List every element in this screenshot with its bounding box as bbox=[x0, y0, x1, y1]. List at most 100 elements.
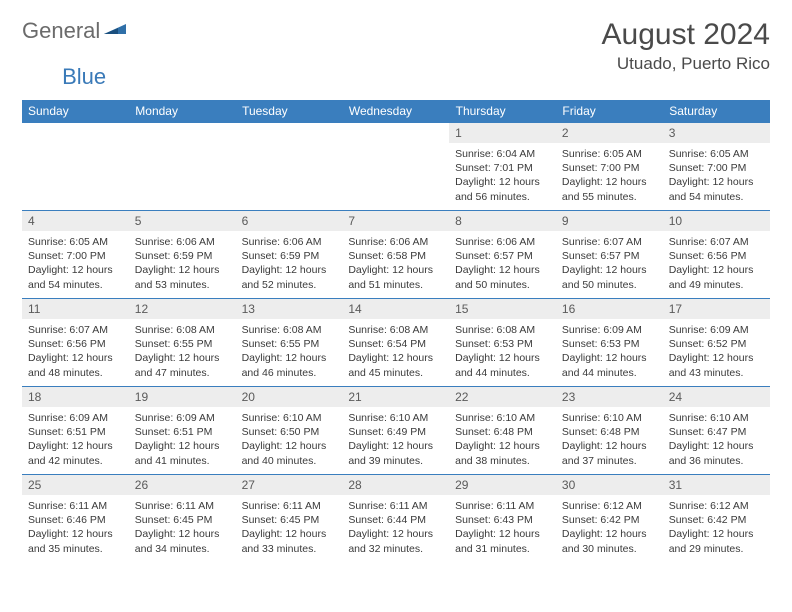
calendar-cell: 17Sunrise: 6:09 AMSunset: 6:52 PMDayligh… bbox=[663, 299, 770, 387]
day-number: 31 bbox=[663, 475, 770, 495]
weekday-header: Monday bbox=[129, 100, 236, 123]
day-number: 23 bbox=[556, 387, 663, 407]
calendar-cell: 2Sunrise: 6:05 AMSunset: 7:00 PMDaylight… bbox=[556, 123, 663, 211]
day-data: Sunrise: 6:11 AMSunset: 6:43 PMDaylight:… bbox=[449, 495, 556, 560]
day-number: 8 bbox=[449, 211, 556, 231]
calendar-cell: 9Sunrise: 6:07 AMSunset: 6:57 PMDaylight… bbox=[556, 211, 663, 299]
calendar-row: 18Sunrise: 6:09 AMSunset: 6:51 PMDayligh… bbox=[22, 387, 770, 475]
logo: General bbox=[22, 18, 128, 44]
calendar-cell: 4Sunrise: 6:05 AMSunset: 7:00 PMDaylight… bbox=[22, 211, 129, 299]
calendar-cell: 7Sunrise: 6:06 AMSunset: 6:58 PMDaylight… bbox=[342, 211, 449, 299]
calendar-row: 1Sunrise: 6:04 AMSunset: 7:01 PMDaylight… bbox=[22, 123, 770, 211]
day-number: 2 bbox=[556, 123, 663, 143]
day-data: Sunrise: 6:08 AMSunset: 6:54 PMDaylight:… bbox=[342, 319, 449, 384]
day-number: 29 bbox=[449, 475, 556, 495]
calendar-cell: 1Sunrise: 6:04 AMSunset: 7:01 PMDaylight… bbox=[449, 123, 556, 211]
day-number: 27 bbox=[236, 475, 343, 495]
logo-text-general: General bbox=[22, 18, 100, 44]
calendar-cell: 27Sunrise: 6:11 AMSunset: 6:45 PMDayligh… bbox=[236, 475, 343, 563]
flag-icon bbox=[104, 20, 126, 43]
day-number: 22 bbox=[449, 387, 556, 407]
day-number: 13 bbox=[236, 299, 343, 319]
calendar-cell bbox=[236, 123, 343, 211]
calendar-row: 11Sunrise: 6:07 AMSunset: 6:56 PMDayligh… bbox=[22, 299, 770, 387]
day-number: 28 bbox=[342, 475, 449, 495]
calendar-cell: 28Sunrise: 6:11 AMSunset: 6:44 PMDayligh… bbox=[342, 475, 449, 563]
calendar-cell: 10Sunrise: 6:07 AMSunset: 6:56 PMDayligh… bbox=[663, 211, 770, 299]
day-data: Sunrise: 6:06 AMSunset: 6:59 PMDaylight:… bbox=[129, 231, 236, 296]
day-data: Sunrise: 6:05 AMSunset: 7:00 PMDaylight:… bbox=[556, 143, 663, 208]
day-data: Sunrise: 6:10 AMSunset: 6:49 PMDaylight:… bbox=[342, 407, 449, 472]
day-data: Sunrise: 6:11 AMSunset: 6:45 PMDaylight:… bbox=[129, 495, 236, 560]
day-number: 30 bbox=[556, 475, 663, 495]
day-number: 12 bbox=[129, 299, 236, 319]
weekday-header: Thursday bbox=[449, 100, 556, 123]
weekday-header: Saturday bbox=[663, 100, 770, 123]
day-data: Sunrise: 6:11 AMSunset: 6:45 PMDaylight:… bbox=[236, 495, 343, 560]
day-data: Sunrise: 6:08 AMSunset: 6:55 PMDaylight:… bbox=[236, 319, 343, 384]
day-number: 7 bbox=[342, 211, 449, 231]
calendar-cell: 29Sunrise: 6:11 AMSunset: 6:43 PMDayligh… bbox=[449, 475, 556, 563]
day-number: 26 bbox=[129, 475, 236, 495]
calendar-cell: 3Sunrise: 6:05 AMSunset: 7:00 PMDaylight… bbox=[663, 123, 770, 211]
day-data: Sunrise: 6:08 AMSunset: 6:55 PMDaylight:… bbox=[129, 319, 236, 384]
day-data: Sunrise: 6:12 AMSunset: 6:42 PMDaylight:… bbox=[663, 495, 770, 560]
weekday-header-row: SundayMondayTuesdayWednesdayThursdayFrid… bbox=[22, 100, 770, 123]
calendar-cell: 16Sunrise: 6:09 AMSunset: 6:53 PMDayligh… bbox=[556, 299, 663, 387]
weekday-header: Sunday bbox=[22, 100, 129, 123]
day-number: 25 bbox=[22, 475, 129, 495]
calendar-cell: 24Sunrise: 6:10 AMSunset: 6:47 PMDayligh… bbox=[663, 387, 770, 475]
logo-text-blue: Blue bbox=[62, 64, 106, 90]
day-number: 24 bbox=[663, 387, 770, 407]
day-data: Sunrise: 6:06 AMSunset: 6:58 PMDaylight:… bbox=[342, 231, 449, 296]
day-data: Sunrise: 6:06 AMSunset: 6:57 PMDaylight:… bbox=[449, 231, 556, 296]
calendar-cell: 11Sunrise: 6:07 AMSunset: 6:56 PMDayligh… bbox=[22, 299, 129, 387]
day-number: 3 bbox=[663, 123, 770, 143]
calendar-cell: 12Sunrise: 6:08 AMSunset: 6:55 PMDayligh… bbox=[129, 299, 236, 387]
day-data: Sunrise: 6:10 AMSunset: 6:48 PMDaylight:… bbox=[449, 407, 556, 472]
calendar-cell: 19Sunrise: 6:09 AMSunset: 6:51 PMDayligh… bbox=[129, 387, 236, 475]
calendar-cell bbox=[129, 123, 236, 211]
day-number: 10 bbox=[663, 211, 770, 231]
day-data: Sunrise: 6:07 AMSunset: 6:56 PMDaylight:… bbox=[22, 319, 129, 384]
day-data: Sunrise: 6:11 AMSunset: 6:46 PMDaylight:… bbox=[22, 495, 129, 560]
day-number: 21 bbox=[342, 387, 449, 407]
day-data: Sunrise: 6:09 AMSunset: 6:51 PMDaylight:… bbox=[129, 407, 236, 472]
calendar-cell: 13Sunrise: 6:08 AMSunset: 6:55 PMDayligh… bbox=[236, 299, 343, 387]
calendar-cell: 14Sunrise: 6:08 AMSunset: 6:54 PMDayligh… bbox=[342, 299, 449, 387]
day-data: Sunrise: 6:10 AMSunset: 6:47 PMDaylight:… bbox=[663, 407, 770, 472]
day-data: Sunrise: 6:09 AMSunset: 6:51 PMDaylight:… bbox=[22, 407, 129, 472]
title-month: August 2024 bbox=[602, 18, 770, 52]
calendar-cell: 23Sunrise: 6:10 AMSunset: 6:48 PMDayligh… bbox=[556, 387, 663, 475]
day-data: Sunrise: 6:12 AMSunset: 6:42 PMDaylight:… bbox=[556, 495, 663, 560]
day-data: Sunrise: 6:04 AMSunset: 7:01 PMDaylight:… bbox=[449, 143, 556, 208]
calendar-cell: 8Sunrise: 6:06 AMSunset: 6:57 PMDaylight… bbox=[449, 211, 556, 299]
day-number: 11 bbox=[22, 299, 129, 319]
day-number: 18 bbox=[22, 387, 129, 407]
day-number: 5 bbox=[129, 211, 236, 231]
calendar-cell: 15Sunrise: 6:08 AMSunset: 6:53 PMDayligh… bbox=[449, 299, 556, 387]
day-number: 1 bbox=[449, 123, 556, 143]
title-block: August 2024 Utuado, Puerto Rico bbox=[602, 18, 770, 74]
day-number: 6 bbox=[236, 211, 343, 231]
calendar-row: 4Sunrise: 6:05 AMSunset: 7:00 PMDaylight… bbox=[22, 211, 770, 299]
calendar-cell: 20Sunrise: 6:10 AMSunset: 6:50 PMDayligh… bbox=[236, 387, 343, 475]
calendar-cell: 21Sunrise: 6:10 AMSunset: 6:49 PMDayligh… bbox=[342, 387, 449, 475]
day-number: 15 bbox=[449, 299, 556, 319]
calendar-cell: 5Sunrise: 6:06 AMSunset: 6:59 PMDaylight… bbox=[129, 211, 236, 299]
day-data: Sunrise: 6:07 AMSunset: 6:57 PMDaylight:… bbox=[556, 231, 663, 296]
calendar-cell: 22Sunrise: 6:10 AMSunset: 6:48 PMDayligh… bbox=[449, 387, 556, 475]
calendar-cell: 31Sunrise: 6:12 AMSunset: 6:42 PMDayligh… bbox=[663, 475, 770, 563]
weekday-header: Tuesday bbox=[236, 100, 343, 123]
day-number: 14 bbox=[342, 299, 449, 319]
day-data: Sunrise: 6:11 AMSunset: 6:44 PMDaylight:… bbox=[342, 495, 449, 560]
day-data: Sunrise: 6:05 AMSunset: 7:00 PMDaylight:… bbox=[22, 231, 129, 296]
day-number: 17 bbox=[663, 299, 770, 319]
calendar-cell: 6Sunrise: 6:06 AMSunset: 6:59 PMDaylight… bbox=[236, 211, 343, 299]
weekday-header: Friday bbox=[556, 100, 663, 123]
day-number: 4 bbox=[22, 211, 129, 231]
calendar-cell: 30Sunrise: 6:12 AMSunset: 6:42 PMDayligh… bbox=[556, 475, 663, 563]
day-number: 19 bbox=[129, 387, 236, 407]
calendar-cell bbox=[342, 123, 449, 211]
calendar-table: SundayMondayTuesdayWednesdayThursdayFrid… bbox=[22, 100, 770, 563]
